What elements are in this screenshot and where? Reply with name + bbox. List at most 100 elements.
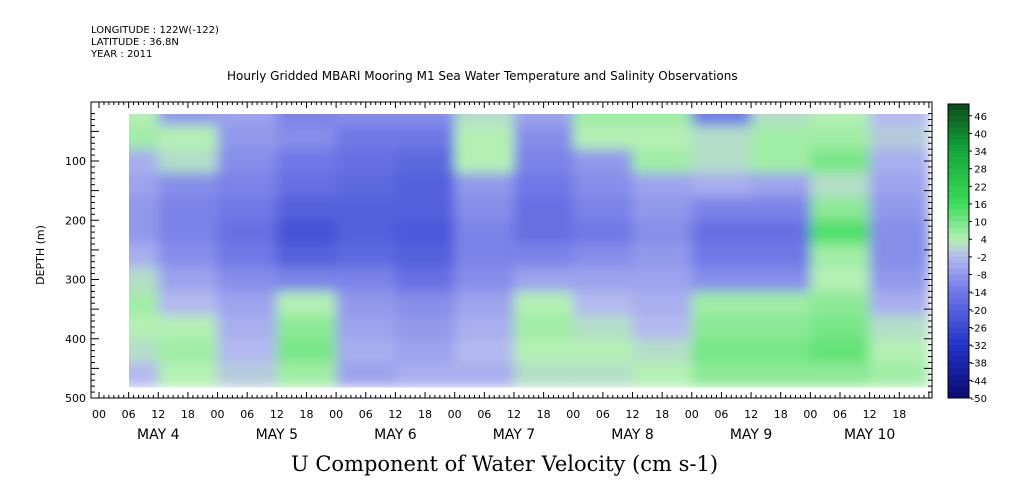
heatmap-cell — [336, 243, 397, 269]
colorbar-segment — [948, 174, 969, 181]
x-hour-tick-label: 06 — [477, 408, 491, 421]
heatmap-cell — [869, 196, 930, 222]
heatmap-cell — [810, 172, 871, 198]
heatmap-cell — [514, 315, 575, 340]
heatmap-cell — [217, 267, 278, 293]
heatmap-cell — [336, 196, 397, 222]
heatmap-cell — [573, 172, 634, 198]
colorbar-label: -44 — [971, 376, 987, 387]
heatmap-cell — [514, 114, 575, 127]
heatmap-cell — [217, 125, 278, 151]
heatmap-cell — [691, 315, 753, 340]
heatmap-cell — [810, 125, 871, 151]
heatmap-cell — [158, 243, 219, 269]
colorbar-label: 34 — [974, 147, 987, 158]
heatmap-cell — [691, 114, 753, 127]
y-axis: 100 200 300 400 500 — [65, 113, 932, 405]
colorbar-label: 10 — [974, 218, 987, 229]
colorbar-segment — [948, 374, 969, 381]
heatmap-cell — [810, 362, 871, 388]
heatmap-cell — [129, 338, 160, 364]
heatmap-cell — [691, 196, 753, 222]
x-hour-tick-label: 12 — [151, 408, 165, 421]
heatmap-cell — [276, 243, 338, 269]
x-day-label: MAY 10 — [844, 427, 895, 443]
colorbar-segment — [948, 215, 969, 222]
heatmap-cell — [454, 315, 515, 340]
x-day-label: MAY 4 — [137, 427, 180, 443]
colorbar-segment — [948, 156, 969, 164]
heatmap-cell — [632, 315, 693, 340]
heatmap-cell — [336, 172, 397, 198]
heatmap-cell — [129, 291, 160, 317]
heatmap-cell — [751, 315, 812, 340]
y-tick-label: 100 — [65, 155, 86, 168]
colorbar-segment — [948, 345, 969, 352]
heatmap-cell — [514, 125, 575, 151]
colorbar-segment — [948, 109, 969, 117]
heatmap-cell — [395, 114, 456, 127]
heatmap-cell — [217, 243, 278, 269]
heatmap-cell — [395, 291, 456, 317]
y-tick-label: 300 — [65, 274, 86, 287]
x-hour-tick-label: 00 — [566, 408, 580, 421]
x-hour-tick-label: 18 — [537, 408, 551, 421]
heatmap-cell — [573, 362, 634, 388]
heatmap-cell — [276, 362, 338, 388]
heatmap-cell — [217, 196, 278, 222]
heatmap-cell — [129, 149, 160, 174]
heatmap-cell — [632, 267, 693, 293]
year-label: YEAR : 2011 — [91, 49, 153, 60]
colorbar-segment — [948, 368, 969, 375]
heatmap-cell — [158, 220, 219, 245]
heatmap-cell — [869, 243, 930, 269]
x-hour-tick-label: 00 — [211, 408, 225, 421]
x-hour-tick-label: 12 — [626, 408, 640, 421]
colorbar-segment — [948, 303, 969, 311]
heatmap-cell — [129, 125, 160, 151]
heatmap-cell — [573, 291, 634, 317]
colorbar-segment — [948, 139, 969, 146]
heatmap-cell — [276, 291, 338, 317]
colorbar-segment — [948, 350, 969, 358]
heatmap-cell — [751, 125, 812, 151]
heatmap-cell — [158, 291, 219, 317]
x-hour-tick-label: 18 — [655, 408, 669, 421]
heatmap-cell — [158, 267, 219, 293]
heatmap-cell — [454, 267, 515, 293]
heatmap-cell — [276, 267, 338, 293]
colorbar-segment — [948, 333, 969, 340]
colorbar-label: -14 — [971, 288, 987, 299]
heatmap-cell — [869, 291, 930, 317]
colorbar-segment — [948, 262, 969, 270]
heatmap-cell — [869, 114, 930, 127]
x-axis: 00 06 12 18 00 06 12 18 00 06 12 18 00 06 12 18 00 06 12 18… — [92, 102, 930, 443]
x-hour-tick-label: 18 — [418, 408, 432, 421]
heatmap-cell — [514, 220, 575, 245]
heatmap-cell — [454, 172, 515, 198]
colorbar-segment — [948, 380, 969, 387]
heatmap-cell — [632, 291, 693, 317]
heatmap-cell — [395, 267, 456, 293]
heatmap-cell — [129, 220, 160, 245]
x-hour-tick-label: 00 — [803, 408, 817, 421]
heatmap-cell — [454, 243, 515, 269]
heatmap-cell — [514, 291, 575, 317]
heatmap-cell — [454, 220, 515, 245]
heatmap-cell — [751, 172, 812, 198]
colorbar-label: 28 — [974, 165, 987, 176]
heatmap-cell — [276, 125, 338, 151]
colorbar-segment — [948, 280, 969, 287]
heatmap-cell — [395, 149, 456, 174]
y-tick-label: 400 — [65, 333, 86, 346]
heatmap-cell — [336, 291, 397, 317]
heatmap-cell — [691, 267, 753, 293]
x-day-label: MAY 6 — [374, 427, 417, 443]
colorbar-label: -38 — [971, 359, 987, 370]
heatmap-cell — [632, 114, 693, 127]
longitude-label: LONGITUDE : 122W(-122) — [91, 25, 219, 36]
heatmap-cell — [632, 220, 693, 245]
colorbar-segment — [948, 203, 969, 211]
heatmap-cell — [395, 338, 456, 364]
heatmap-cell — [158, 315, 219, 340]
